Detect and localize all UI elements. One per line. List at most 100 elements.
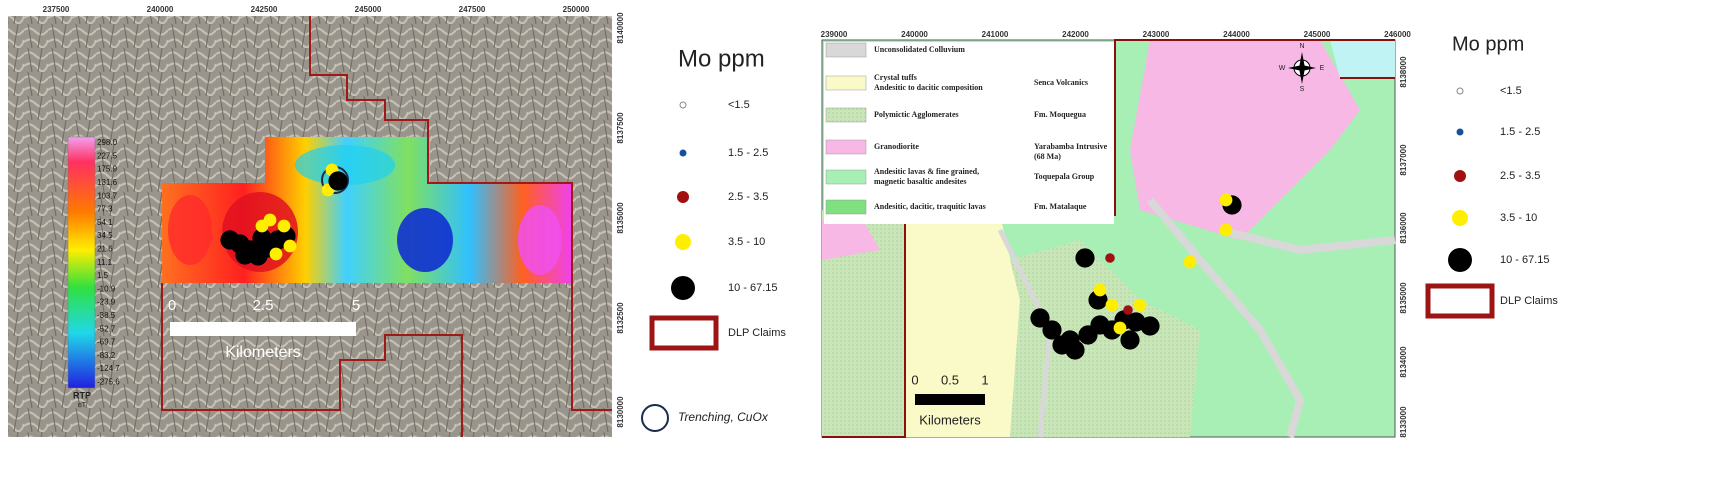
anomaly-high [518,205,562,275]
sample-point [1075,248,1095,268]
tuff-zone [905,215,1020,437]
geology-unit: Andesitic, dacitic, traquitic lavas [874,202,986,211]
geology-swatch [825,139,867,155]
legend-label: 2.5 - 3.5 [1500,170,1540,182]
anomaly-low [295,145,395,185]
legend-label: 3.5 - 10 [1500,212,1537,224]
geology-unit: Polymictic Agglomerates [874,110,959,119]
compass: N S E W [1279,43,1325,93]
colorbar [67,136,96,389]
claims-outline [309,16,612,411]
geology-unit: Crystal tuffs [874,73,917,82]
sample-point [1133,298,1147,312]
x-label: 250000 [563,5,590,14]
sample-points [220,163,348,266]
x-label: 247500 [459,5,486,14]
claims-swatch [1425,283,1495,319]
agglomerate-zone [1010,240,1200,437]
colorbar-label: -10.9 [97,284,116,293]
sample-point [1113,321,1127,335]
sample-point [1105,298,1119,312]
y-label: 8136000 [1399,212,1408,244]
x-label: 246000 [1384,30,1411,39]
colorbar-label: 175.9 [97,165,118,174]
scale-label: 2.5 [253,297,274,314]
sample-point [277,219,291,233]
legend-label: 2.5 - 3.5 [728,191,768,203]
y-label: 8137000 [1399,144,1408,176]
colorbar-label: -38.5 [97,311,116,320]
colorbar-label: -23.9 [97,298,116,307]
sample-points [1030,193,1242,360]
geology-unit: Unconsolidated Colluvium [874,45,965,54]
geology-swatch [825,199,867,215]
geology-swatch [825,42,867,58]
colorbar-unit: nT [78,402,87,409]
colorbar-label: 77.3 [97,205,113,214]
y-labels: 8140000 8137500 8135000 8132500 8130000 [616,12,625,428]
scale-labels: 0 2.5 5 [168,297,360,314]
x-label: 243000 [1143,30,1170,39]
sample-point [1123,305,1133,315]
colorbar-label: 21.6 [97,245,113,254]
compass-e: E [1320,65,1325,72]
sample-point [328,171,348,191]
legend-symbol [1452,210,1468,226]
legend-label: <1.5 [1500,85,1522,97]
geology-formation: Fm. Moquegua [1034,110,1086,119]
sample-point [255,219,269,233]
y-label: 8140000 [616,12,625,44]
y-labels: 8138000 8137000 8136000 8135000 8134000 81330… [1399,56,1408,438]
legend-label: 10 - 67.15 [728,282,778,294]
legend-title: Mo ppm [1452,33,1524,55]
x-labels: 239000 240000 241000 242000 243000 244000 2450… [821,30,1412,39]
compass-star [1288,52,1316,84]
claims-outline [161,283,463,437]
x-label: 242000 [1062,30,1089,39]
scale-bar [170,322,356,336]
geology-formation: Fm. Matalaque [1034,202,1087,211]
x-label: 245000 [1304,30,1331,39]
colorbar-label: 131.6 [97,178,118,187]
colorbar-label: -83.2 [97,351,116,360]
legend-symbol [671,276,695,300]
sample-point [1140,316,1160,336]
legend-symbol [675,234,691,250]
legend-items: <1.5 1.5 - 2.5 2.5 - 3.5 3.5 - 10 10 - 67.15 [671,99,778,300]
legend-label: <1.5 [728,99,750,111]
sample-point [1219,223,1233,237]
geology-swatch [825,169,867,185]
scale-label: 0.5 [941,372,959,387]
legend-label: 1.5 - 2.5 [728,147,768,159]
sample-point [1120,330,1140,350]
anomaly-low [397,208,453,272]
geology-formation: Yarabamba Intrusive [1034,142,1108,151]
colorbar-label: 54.1 [97,218,113,227]
scale-label: 5 [352,297,360,314]
colorbar-labels: 298.0 227.5 175.9 131.6 103.7 77.3 54.1 34.5 21.… [97,138,120,386]
scale-label: 1 [981,372,988,387]
legend-symbol [679,149,687,157]
scale-bar [915,394,985,405]
anomaly-high [168,195,212,265]
legend-symbol [1456,87,1464,95]
y-label: 8135000 [1399,282,1408,314]
x-label: 240000 [147,5,174,14]
sample-point [1042,320,1062,340]
x-label: 240000 [901,30,928,39]
x-label: 245000 [355,5,382,14]
geology-formation: Toquepala Group [1034,172,1095,181]
legend-symbol [1454,170,1466,182]
legend-label: 1.5 - 2.5 [1500,126,1540,138]
geology-unit: Andesitic to dacitic composition [874,83,983,92]
x-labels: 237500 240000 242500 245000 247500 250000 [43,5,590,14]
legend-label: 3.5 - 10 [728,236,765,248]
compass-n: N [1299,43,1304,50]
trench-swatch [641,404,669,432]
sample-point [1219,193,1233,207]
sample-point [252,228,272,248]
scale-label: 0 [911,372,918,387]
legend-symbol [677,191,689,203]
legend-title: Mo ppm [678,45,765,72]
